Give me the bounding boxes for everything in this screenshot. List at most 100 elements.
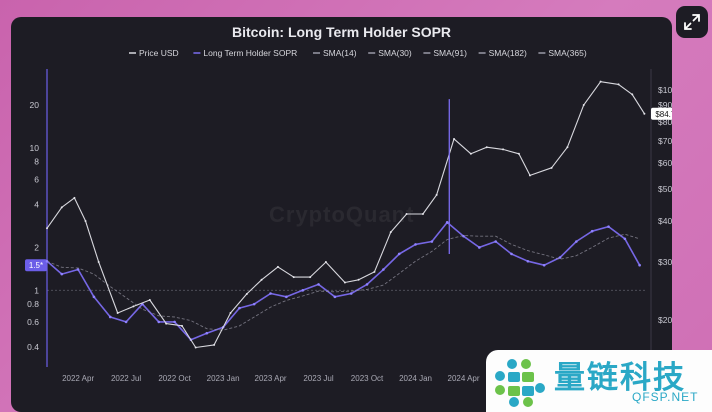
- price-point: [309, 276, 312, 279]
- x-tick-label: 2024 Jan: [399, 374, 432, 383]
- sopr-point: [205, 331, 209, 335]
- left-tick-label: 20: [30, 100, 40, 110]
- sopr-point: [173, 320, 176, 324]
- chart-svg: Price USD Long Term Holder SOPR SMA(14) SMA…: [25, 48, 672, 383]
- brand-domain: QFSP.NET: [632, 390, 699, 404]
- legend-item: SMA(14): [323, 48, 357, 58]
- left-tick-label: 0.8: [27, 299, 39, 309]
- price-point: [389, 231, 392, 234]
- expand-button[interactable]: [676, 6, 708, 38]
- current-price-label: $84.7K: [655, 110, 672, 119]
- sopr-point: [494, 240, 497, 243]
- x-axis: 2022 Apr 2022 Jul 2022 Oct 2023 Jan 2023 Apr…: [62, 374, 480, 383]
- price-point: [343, 281, 346, 284]
- left-tick-label: 10: [30, 143, 40, 153]
- sopr-point: [607, 225, 610, 228]
- price-point: [132, 305, 135, 308]
- price-point: [435, 193, 438, 196]
- sopr-point: [301, 289, 305, 292]
- sopr-point: [558, 256, 562, 259]
- price-point: [485, 146, 488, 149]
- price-point: [582, 104, 585, 107]
- sopr-point: [365, 283, 369, 286]
- x-tick-label: 2023 Jan: [207, 374, 240, 383]
- sopr-point: [108, 315, 112, 319]
- price-point: [517, 152, 520, 155]
- right-tick-label: $40K: [658, 216, 672, 226]
- sopr-point: [76, 268, 80, 271]
- sopr-point: [623, 237, 627, 241]
- price-line: [46, 81, 645, 349]
- sopr-point: [397, 252, 401, 256]
- brand-logo: 量链科技 QFSP.NET: [486, 350, 712, 412]
- right-tick-label: $70K: [658, 136, 672, 146]
- sopr-point: [542, 263, 546, 267]
- price-point: [373, 270, 376, 273]
- price-point: [73, 196, 76, 199]
- price-point: [617, 83, 620, 86]
- current-price-badge: [651, 107, 672, 120]
- legend: Price USD Long Term Holder SOPR SMA(14) SMA…: [129, 48, 587, 58]
- price-point: [60, 206, 63, 209]
- left-axis: 20 10 8 6 4 2 1 0.8 0.6 0.4 1.5*: [25, 69, 647, 367]
- price-point: [357, 278, 360, 281]
- right-tick-label: $100K: [658, 85, 672, 95]
- price-point: [276, 265, 279, 268]
- left-tick-label: 1: [34, 285, 39, 295]
- expand-arrows-icon: [684, 14, 700, 30]
- sopr-point: [414, 243, 417, 246]
- sopr-point: [45, 259, 49, 263]
- current-sopr-label: 1.5*: [29, 261, 43, 270]
- legend-item: SMA(182): [489, 48, 527, 58]
- right-tick-label: $30K: [658, 257, 672, 267]
- price-point: [502, 148, 505, 151]
- right-tick-label: $20K: [658, 315, 672, 325]
- price-point: [194, 346, 197, 349]
- left-tick-label: 2: [34, 242, 39, 252]
- sopr-line: [46, 221, 641, 341]
- price-point: [566, 146, 569, 149]
- price-point: [245, 292, 248, 295]
- current-sopr-badge: [25, 259, 47, 272]
- x-tick-label: 2022 Oct: [158, 374, 191, 383]
- price-point: [599, 80, 602, 83]
- x-tick-label: 2024 Apr: [448, 374, 480, 383]
- sopr-point: [478, 246, 481, 249]
- sopr-point: [92, 295, 96, 299]
- sopr-point: [526, 259, 530, 263]
- sopr-point: [269, 292, 272, 295]
- legend-item: Long Term Holder SOPR: [203, 48, 297, 58]
- price-point: [148, 299, 151, 302]
- sopr-point: [238, 306, 241, 310]
- price-point: [528, 174, 531, 177]
- right-tick-label: $90K: [658, 100, 672, 110]
- price-point: [643, 112, 646, 115]
- sopr-point: [445, 221, 449, 224]
- sopr-point: [590, 229, 594, 233]
- right-tick-label: $50K: [658, 184, 672, 194]
- price-point: [631, 93, 634, 96]
- price-point: [116, 312, 119, 315]
- sopr-point: [462, 234, 465, 238]
- left-tick-label: 8: [34, 157, 39, 167]
- brand-mark-icon: [495, 359, 545, 407]
- sopr-point: [349, 292, 353, 295]
- x-tick-label: 2023 Oct: [351, 374, 384, 383]
- sopr-point: [157, 320, 161, 324]
- price-point: [260, 278, 263, 281]
- legend-item: SMA(365): [548, 48, 586, 58]
- price-point: [550, 166, 553, 169]
- sopr-point: [285, 295, 288, 299]
- x-tick-label: 2022 Apr: [62, 374, 94, 383]
- left-tick-label: 6: [34, 174, 39, 184]
- left-tick-label: 4: [34, 200, 39, 210]
- right-axis: $100K $90K $80K $70K $60K $50K $40K $30K $20K $84…: [650, 69, 672, 377]
- price-point: [229, 312, 232, 315]
- plot-area: [45, 80, 646, 349]
- price-point: [421, 212, 424, 215]
- price-point: [213, 343, 216, 346]
- brand-name: 量链科技: [554, 360, 686, 396]
- sopr-point: [575, 240, 578, 243]
- sopr-point: [510, 252, 513, 256]
- right-tick-label: $80K: [658, 117, 672, 127]
